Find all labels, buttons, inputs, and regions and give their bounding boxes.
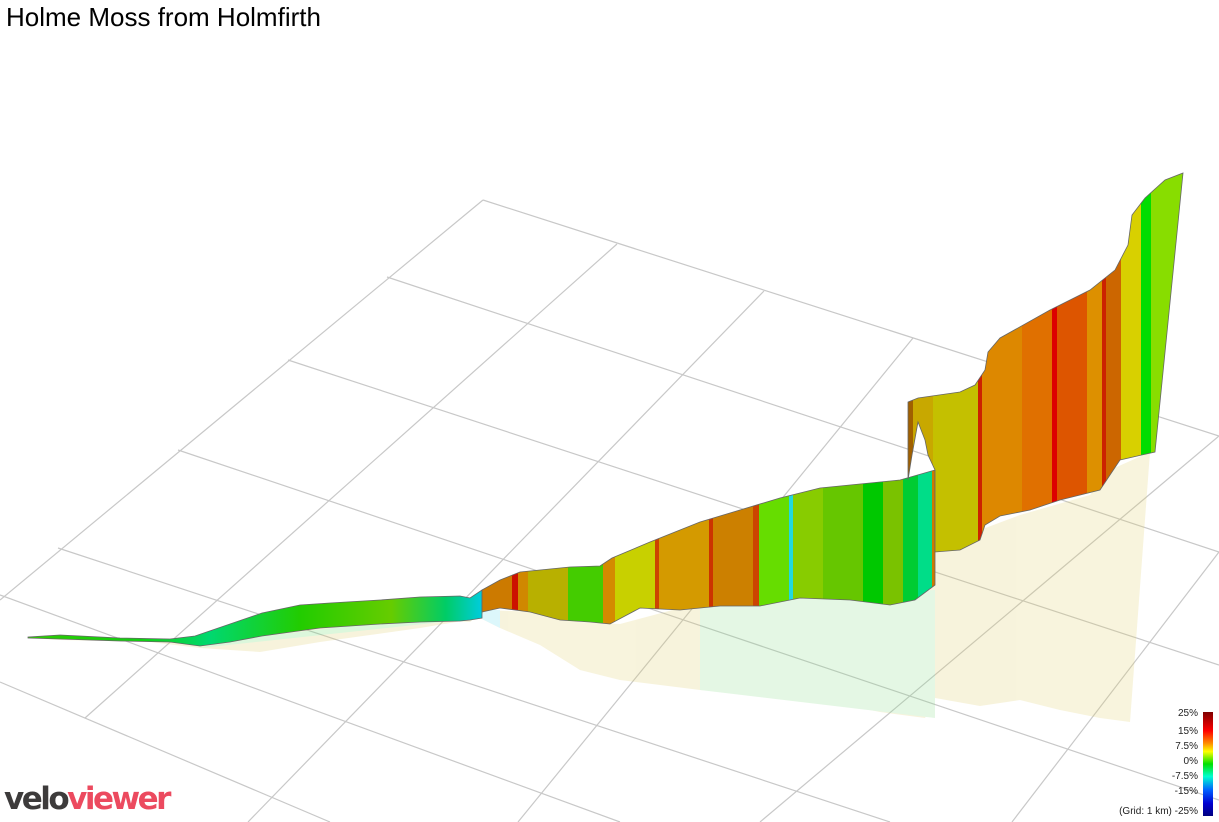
- elevation-wall-middle: [481, 469, 936, 625]
- legend-label-25: 25%: [1177, 708, 1198, 719]
- legend-label-0: 0%: [1183, 756, 1198, 767]
- legend-label-neg-15: -15%: [1174, 786, 1198, 797]
- chart-title: Holme Moss from Holmfirth: [6, 2, 321, 32]
- gradient-color-bar: [1203, 712, 1213, 816]
- logo-velo: velo: [4, 781, 70, 817]
- veloviewer-logo[interactable]: veloviewer: [4, 781, 171, 817]
- logo-viewer: viewer: [67, 781, 171, 817]
- legend-label-7-5: 7.5%: [1175, 741, 1198, 752]
- legend-label-neg-25-grid: (Grid: 1 km) -25%: [1119, 806, 1198, 817]
- elevation-wall-final: [907, 172, 1184, 553]
- legend-label-neg-7-5: -7.5%: [1171, 771, 1198, 782]
- elevation-wall-early: [27, 589, 483, 647]
- legend-label-15: 15%: [1177, 726, 1198, 737]
- gradient-legend: 25% 15% 7.5% 0% -7.5% -15% (Grid: 1 km) …: [1083, 708, 1213, 818]
